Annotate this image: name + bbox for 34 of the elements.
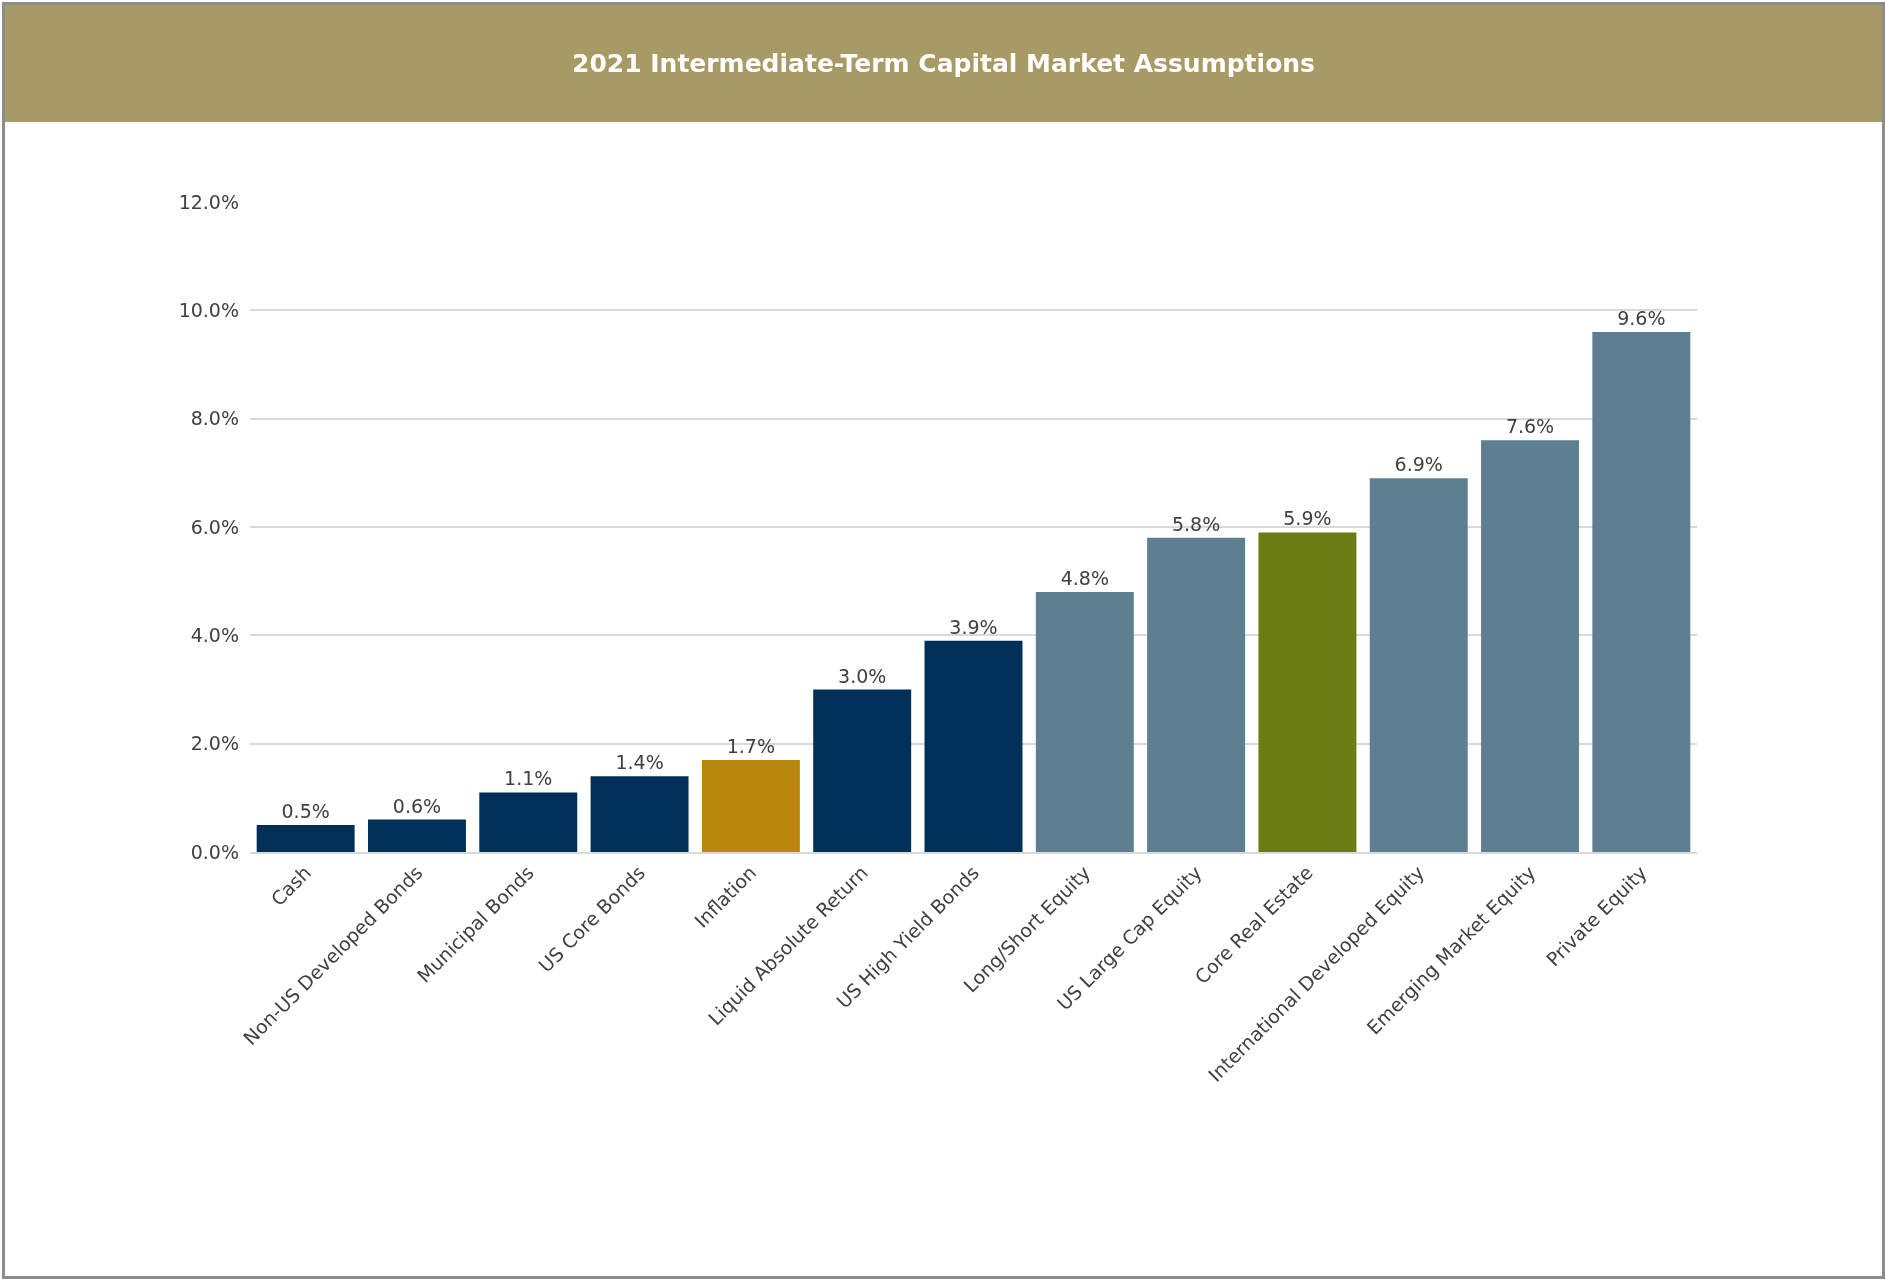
data-label: 6.9% [1394,453,1443,476]
data-label: 5.9% [1283,507,1332,530]
bar [1592,332,1691,852]
bar [924,640,1023,852]
bar [367,819,466,852]
data-label: 4.8% [1060,567,1109,589]
y-tick-label: 2.0% [190,732,239,755]
y-tick-label: 8.0% [190,407,239,430]
bar [1369,478,1468,852]
data-label: 5.8% [1171,512,1221,535]
y-tick-label: 12.0% [178,190,239,213]
y-tick-label: 6.0% [190,515,239,538]
chart-title: 2021 Intermediate-Term Capital Market Assumptions [572,49,1315,78]
y-tick-label: 10.0% [178,298,239,321]
bar [813,689,912,852]
y-tick-label: 4.0% [190,623,239,646]
data-label: 3.9% [949,615,998,638]
data-label: 1.1% [504,767,553,790]
bar [1147,537,1246,852]
bar [256,824,355,852]
bar [1258,532,1357,852]
data-label: 0.5% [281,799,330,822]
bar [701,759,800,852]
bar [1481,440,1580,852]
data-label: 0.6% [392,794,442,817]
data-label: 1.7% [726,734,776,757]
bar [1035,592,1134,852]
data-label: 7.6% [1505,415,1555,438]
bar [590,776,689,852]
y-tick-label: 0.0% [190,840,239,863]
data-label: 9.6% [1617,307,1666,329]
data-label: 1.4% [615,751,664,774]
bar [479,792,578,852]
data-label: 3.0% [838,664,887,687]
